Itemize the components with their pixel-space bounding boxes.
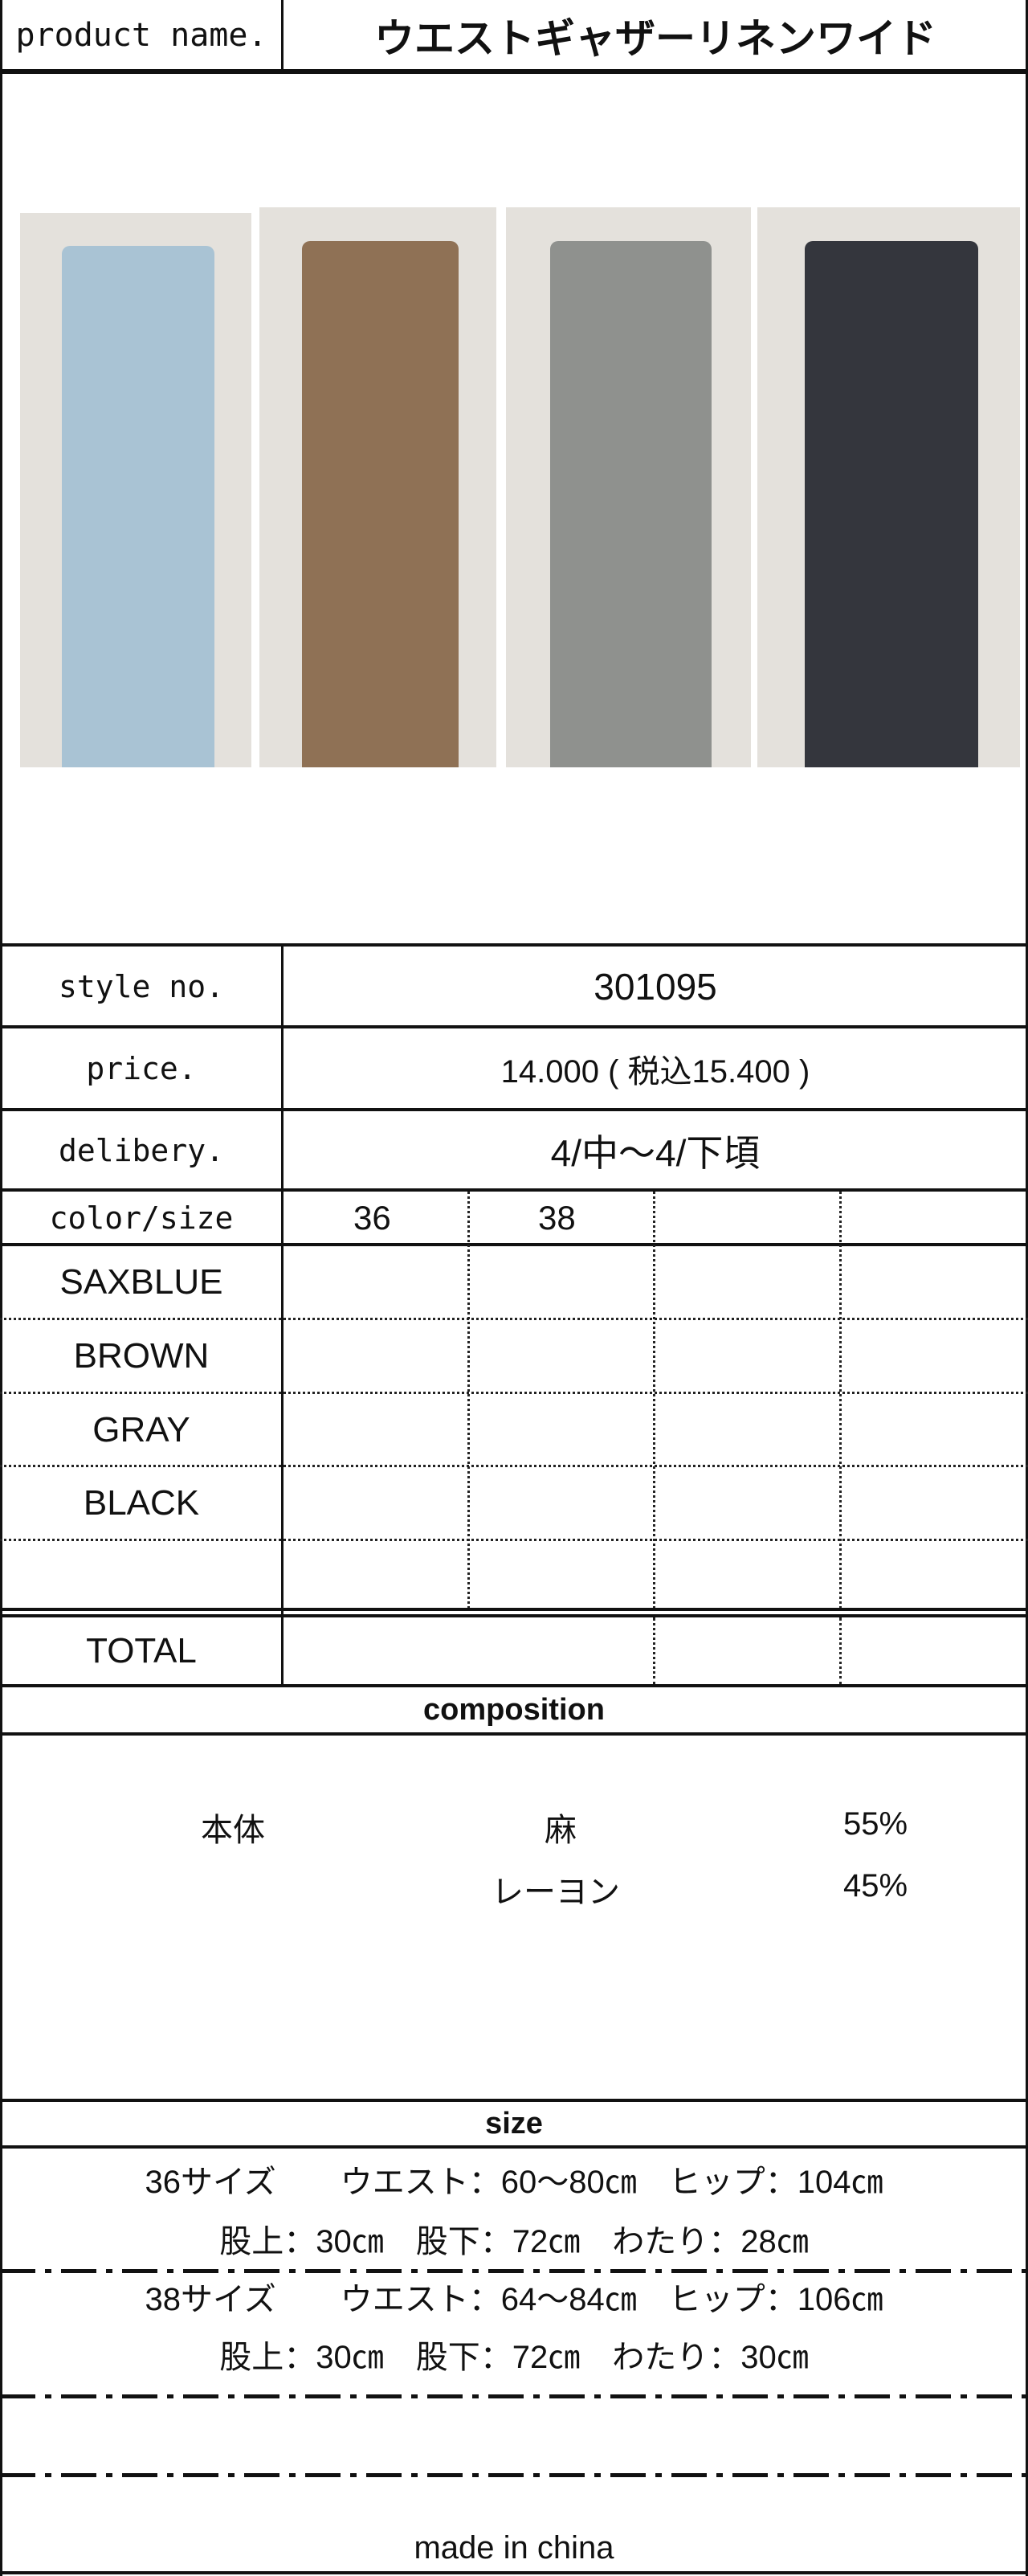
divider (0, 69, 1028, 74)
divider (0, 2571, 1028, 2574)
size-header-38: 38 (538, 1199, 576, 1237)
product-photo-brown (259, 207, 496, 767)
divider (0, 1243, 1028, 1246)
composition-title: composition (423, 1692, 605, 1727)
color-row-saxblue: SAXBLUE (59, 1262, 223, 1302)
size-36-line-1: 36サイズ ウエスト：60～80㎝ ヒップ：104㎝ (145, 2165, 883, 2200)
divider (0, 1608, 1028, 1611)
divider (0, 1684, 1028, 1687)
style-no-label: style no. (59, 968, 224, 1004)
color-row-black: BLACK (83, 1483, 200, 1523)
frame-right (1026, 0, 1028, 2576)
size-38-line-1: 38サイズ ウエスト：64～84㎝ ヒップ：106㎝ (145, 2282, 883, 2317)
composition-part: 本体 (201, 1813, 265, 1848)
divider (0, 2394, 1028, 2398)
material-percent: 45% (843, 1868, 908, 1903)
product-photo-saxblue (20, 213, 251, 767)
divider (0, 2473, 1028, 2477)
size-header-empty (653, 1192, 839, 1245)
divider (839, 1617, 842, 1685)
material-name: 麻 (545, 1813, 577, 1848)
divider (0, 1318, 1028, 1320)
divider (0, 1025, 1028, 1028)
size-36-line-2: 股上：30㎝ 股下：72㎝ わたり：28㎝ (219, 2224, 809, 2259)
divider (653, 1192, 655, 1609)
product-photo-black (757, 207, 1020, 767)
color-row-gray: GRAY (92, 1410, 190, 1450)
divider (467, 1192, 470, 1609)
color-row-brown: BROWN (73, 1336, 210, 1376)
divider (0, 2099, 1028, 2102)
total-label: TOTAL (86, 1631, 197, 1670)
color-size-label: color/size (49, 1200, 234, 1236)
product-name-label: product name. (15, 17, 267, 54)
divider (839, 1192, 842, 1609)
divider (0, 2145, 1028, 2149)
divider (0, 1108, 1028, 1111)
style-no-value: 301095 (594, 965, 717, 1008)
size-header-36: 36 (353, 1199, 391, 1237)
size-header-empty (839, 1192, 1026, 1245)
divider (0, 1539, 1028, 1541)
divider (0, 1188, 1028, 1192)
price-label: price. (86, 1051, 197, 1086)
divider (0, 1465, 1028, 1467)
delivery-value: 4/中～4/下頃 (550, 1131, 761, 1174)
divider (653, 1617, 655, 1685)
price-value: 14.000 ( 税込15.400 ) (500, 1054, 810, 1090)
divider (0, 1732, 1028, 1736)
divider (0, 1614, 1028, 1617)
material-name: レーヨン (492, 1875, 620, 1910)
product-photo-gray (506, 207, 751, 767)
product-title: ウエストギャザーリネンワイド (374, 16, 936, 61)
size-title: size (485, 2106, 543, 2141)
divider (281, 0, 284, 71)
divider (0, 943, 1028, 947)
size-38-line-2: 股上：30㎝ 股下：72㎝ わたり：30㎝ (219, 2340, 809, 2375)
delivery-label: delibery. (59, 1132, 224, 1168)
origin-footer: made in china (414, 2529, 614, 2566)
material-percent: 55% (843, 1806, 908, 1842)
divider (0, 1392, 1028, 1394)
color-row-empty (0, 1541, 283, 1609)
divider (281, 945, 284, 1686)
divider (0, 2269, 1028, 2273)
frame-left (0, 0, 2, 2576)
